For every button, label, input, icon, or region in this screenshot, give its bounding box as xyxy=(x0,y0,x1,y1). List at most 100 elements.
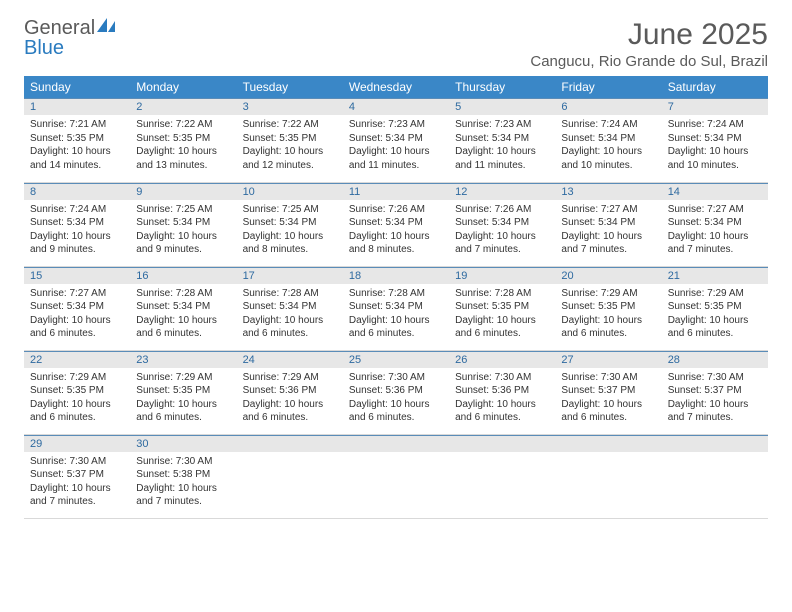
day-number: 8 xyxy=(24,183,130,200)
day-info: Sunrise: 7:25 AMSunset: 5:34 PMDaylight:… xyxy=(130,200,236,261)
day-number: 29 xyxy=(24,435,130,452)
weekday-saturday: Saturday xyxy=(662,76,768,98)
day-number: 17 xyxy=(237,267,343,284)
calendar-cell: 23Sunrise: 7:29 AMSunset: 5:35 PMDayligh… xyxy=(130,350,236,434)
weekday-tuesday: Tuesday xyxy=(237,76,343,98)
day-info: Sunrise: 7:22 AMSunset: 5:35 PMDaylight:… xyxy=(237,115,343,176)
day-number: 4 xyxy=(343,98,449,115)
day-number: 15 xyxy=(24,267,130,284)
day-number: 14 xyxy=(662,183,768,200)
logo-text-blue: Blue xyxy=(24,38,119,58)
day-info: Sunrise: 7:30 AMSunset: 5:36 PMDaylight:… xyxy=(343,368,449,429)
day-number: 30 xyxy=(130,435,236,452)
calendar-cell: 12Sunrise: 7:26 AMSunset: 5:34 PMDayligh… xyxy=(449,182,555,266)
weekday-sunday: Sunday xyxy=(24,76,130,98)
calendar-cell: 14Sunrise: 7:27 AMSunset: 5:34 PMDayligh… xyxy=(662,182,768,266)
day-number: 11 xyxy=(343,183,449,200)
logo-sail-icon xyxy=(97,18,119,38)
day-info: Sunrise: 7:30 AMSunset: 5:37 PMDaylight:… xyxy=(662,368,768,429)
day-info: Sunrise: 7:26 AMSunset: 5:34 PMDaylight:… xyxy=(449,200,555,261)
calendar-cell: 9Sunrise: 7:25 AMSunset: 5:34 PMDaylight… xyxy=(130,182,236,266)
day-number: 22 xyxy=(24,351,130,368)
weekday-monday: Monday xyxy=(130,76,236,98)
calendar-table: Sunday Monday Tuesday Wednesday Thursday… xyxy=(24,76,768,519)
day-number: 19 xyxy=(449,267,555,284)
weekday-wednesday: Wednesday xyxy=(343,76,449,98)
day-number: 10 xyxy=(237,183,343,200)
day-number: 28 xyxy=(662,351,768,368)
day-number: 7 xyxy=(662,98,768,115)
calendar-page: General Blue June 2025 Cangucu, Rio Gran… xyxy=(0,0,792,537)
day-info: Sunrise: 7:28 AMSunset: 5:34 PMDaylight:… xyxy=(130,284,236,345)
day-info: Sunrise: 7:23 AMSunset: 5:34 PMDaylight:… xyxy=(343,115,449,176)
day-number: 24 xyxy=(237,351,343,368)
calendar-cell: 15Sunrise: 7:27 AMSunset: 5:34 PMDayligh… xyxy=(24,266,130,350)
day-number: 12 xyxy=(449,183,555,200)
calendar-row: 22Sunrise: 7:29 AMSunset: 5:35 PMDayligh… xyxy=(24,350,768,434)
calendar-cell: 21Sunrise: 7:29 AMSunset: 5:35 PMDayligh… xyxy=(662,266,768,350)
calendar-row: 1Sunrise: 7:21 AMSunset: 5:35 PMDaylight… xyxy=(24,98,768,182)
day-info: Sunrise: 7:26 AMSunset: 5:34 PMDaylight:… xyxy=(343,200,449,261)
calendar-cell: 17Sunrise: 7:28 AMSunset: 5:34 PMDayligh… xyxy=(237,266,343,350)
calendar-body: 1Sunrise: 7:21 AMSunset: 5:35 PMDaylight… xyxy=(24,98,768,518)
calendar-row: 29Sunrise: 7:30 AMSunset: 5:37 PMDayligh… xyxy=(24,434,768,518)
calendar-cell: 5Sunrise: 7:23 AMSunset: 5:34 PMDaylight… xyxy=(449,98,555,182)
day-info: Sunrise: 7:27 AMSunset: 5:34 PMDaylight:… xyxy=(555,200,661,261)
calendar-cell: 18Sunrise: 7:28 AMSunset: 5:34 PMDayligh… xyxy=(343,266,449,350)
calendar-cell xyxy=(237,434,343,518)
day-number: 16 xyxy=(130,267,236,284)
weekday-header-row: Sunday Monday Tuesday Wednesday Thursday… xyxy=(24,76,768,98)
calendar-cell: 2Sunrise: 7:22 AMSunset: 5:35 PMDaylight… xyxy=(130,98,236,182)
day-number: 25 xyxy=(343,351,449,368)
calendar-cell: 16Sunrise: 7:28 AMSunset: 5:34 PMDayligh… xyxy=(130,266,236,350)
day-number: 6 xyxy=(555,98,661,115)
calendar-cell: 7Sunrise: 7:24 AMSunset: 5:34 PMDaylight… xyxy=(662,98,768,182)
day-number: 13 xyxy=(555,183,661,200)
day-number: 3 xyxy=(237,98,343,115)
calendar-cell: 13Sunrise: 7:27 AMSunset: 5:34 PMDayligh… xyxy=(555,182,661,266)
calendar-cell: 3Sunrise: 7:22 AMSunset: 5:35 PMDaylight… xyxy=(237,98,343,182)
day-number: 9 xyxy=(130,183,236,200)
title-block: June 2025 Cangucu, Rio Grande do Sul, Br… xyxy=(530,18,768,70)
calendar-cell: 1Sunrise: 7:21 AMSunset: 5:35 PMDaylight… xyxy=(24,98,130,182)
calendar-cell: 27Sunrise: 7:30 AMSunset: 5:37 PMDayligh… xyxy=(555,350,661,434)
day-number: 27 xyxy=(555,351,661,368)
calendar-cell: 29Sunrise: 7:30 AMSunset: 5:37 PMDayligh… xyxy=(24,434,130,518)
day-info: Sunrise: 7:28 AMSunset: 5:34 PMDaylight:… xyxy=(343,284,449,345)
day-number: 18 xyxy=(343,267,449,284)
day-number: 23 xyxy=(130,351,236,368)
day-info: Sunrise: 7:30 AMSunset: 5:37 PMDaylight:… xyxy=(555,368,661,429)
calendar-cell: 8Sunrise: 7:24 AMSunset: 5:34 PMDaylight… xyxy=(24,182,130,266)
calendar-cell: 25Sunrise: 7:30 AMSunset: 5:36 PMDayligh… xyxy=(343,350,449,434)
day-info: Sunrise: 7:25 AMSunset: 5:34 PMDaylight:… xyxy=(237,200,343,261)
calendar-cell: 26Sunrise: 7:30 AMSunset: 5:36 PMDayligh… xyxy=(449,350,555,434)
day-number: 1 xyxy=(24,98,130,115)
day-info: Sunrise: 7:29 AMSunset: 5:35 PMDaylight:… xyxy=(555,284,661,345)
calendar-cell: 28Sunrise: 7:30 AMSunset: 5:37 PMDayligh… xyxy=(662,350,768,434)
month-title: June 2025 xyxy=(530,18,768,51)
day-info: Sunrise: 7:27 AMSunset: 5:34 PMDaylight:… xyxy=(24,284,130,345)
day-info: Sunrise: 7:27 AMSunset: 5:34 PMDaylight:… xyxy=(662,200,768,261)
calendar-cell: 20Sunrise: 7:29 AMSunset: 5:35 PMDayligh… xyxy=(555,266,661,350)
day-info: Sunrise: 7:22 AMSunset: 5:35 PMDaylight:… xyxy=(130,115,236,176)
day-info: Sunrise: 7:29 AMSunset: 5:36 PMDaylight:… xyxy=(237,368,343,429)
calendar-cell xyxy=(343,434,449,518)
weekday-thursday: Thursday xyxy=(449,76,555,98)
calendar-cell: 10Sunrise: 7:25 AMSunset: 5:34 PMDayligh… xyxy=(237,182,343,266)
day-number: 2 xyxy=(130,98,236,115)
day-info: Sunrise: 7:29 AMSunset: 5:35 PMDaylight:… xyxy=(662,284,768,345)
day-number: 20 xyxy=(555,267,661,284)
logo: General Blue xyxy=(24,18,119,58)
day-info: Sunrise: 7:29 AMSunset: 5:35 PMDaylight:… xyxy=(24,368,130,429)
day-info: Sunrise: 7:24 AMSunset: 5:34 PMDaylight:… xyxy=(662,115,768,176)
calendar-cell: 30Sunrise: 7:30 AMSunset: 5:38 PMDayligh… xyxy=(130,434,236,518)
calendar-cell xyxy=(555,434,661,518)
day-info: Sunrise: 7:29 AMSunset: 5:35 PMDaylight:… xyxy=(130,368,236,429)
day-info: Sunrise: 7:24 AMSunset: 5:34 PMDaylight:… xyxy=(24,200,130,261)
calendar-cell xyxy=(662,434,768,518)
day-number: 21 xyxy=(662,267,768,284)
calendar-cell: 22Sunrise: 7:29 AMSunset: 5:35 PMDayligh… xyxy=(24,350,130,434)
day-info: Sunrise: 7:28 AMSunset: 5:35 PMDaylight:… xyxy=(449,284,555,345)
calendar-cell: 11Sunrise: 7:26 AMSunset: 5:34 PMDayligh… xyxy=(343,182,449,266)
weekday-friday: Friday xyxy=(555,76,661,98)
